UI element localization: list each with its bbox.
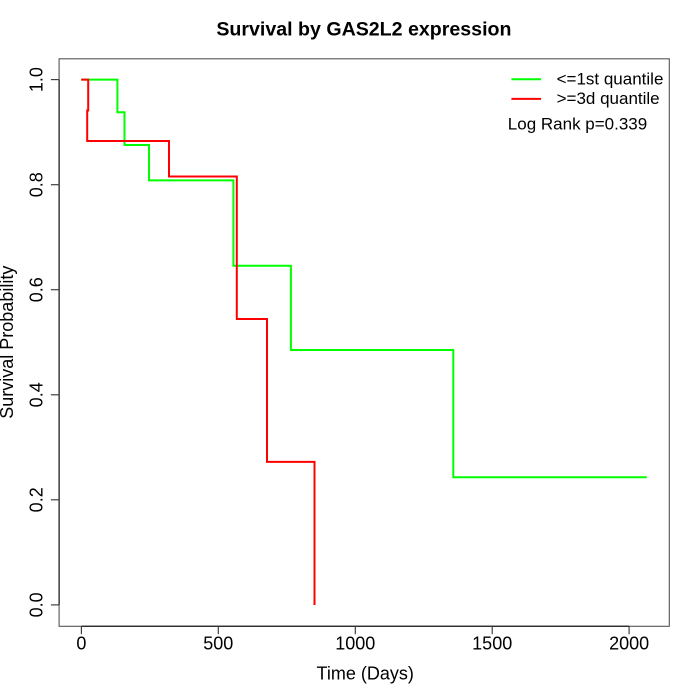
svg-text:>=3d quantile: >=3d quantile	[557, 89, 660, 108]
svg-text:Survival Probability: Survival Probability	[0, 266, 17, 419]
svg-text:0.6: 0.6	[27, 277, 47, 302]
svg-text:1.0: 1.0	[27, 67, 47, 92]
svg-text:0.0: 0.0	[27, 592, 47, 617]
svg-text:Time (Days): Time (Days)	[317, 664, 414, 684]
svg-text:Log Rank p=0.339: Log Rank p=0.339	[508, 115, 647, 134]
svg-text:0.2: 0.2	[27, 487, 47, 512]
svg-text:0: 0	[76, 634, 86, 654]
svg-text:500: 500	[203, 634, 233, 654]
svg-text:Survival by GAS2L2 expression: Survival by GAS2L2 expression	[216, 19, 511, 41]
svg-text:1000: 1000	[335, 634, 375, 654]
svg-text:0.4: 0.4	[27, 382, 47, 407]
svg-text:2000: 2000	[609, 634, 649, 654]
svg-text:0.8: 0.8	[27, 172, 47, 197]
svg-text:<=1st quantile: <=1st quantile	[557, 69, 664, 88]
svg-text:1500: 1500	[472, 634, 512, 654]
